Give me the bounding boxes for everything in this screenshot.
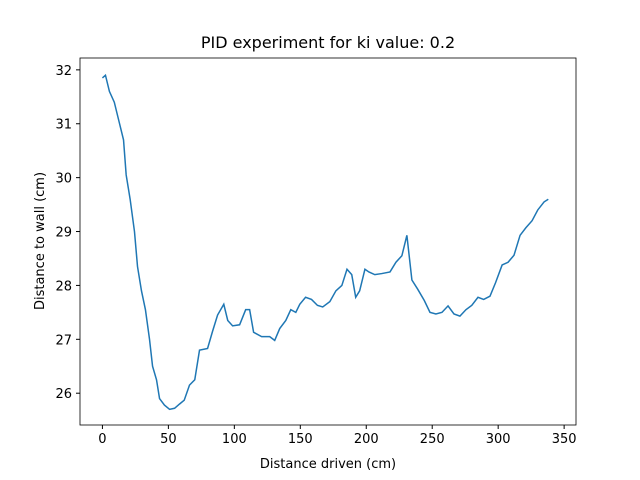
x-tick-label: 150 — [288, 432, 313, 447]
y-tick-label: 30 — [55, 172, 72, 187]
x-tick-label: 250 — [420, 432, 445, 447]
x-tick-label: 200 — [354, 432, 379, 447]
y-tick-label: 29 — [55, 226, 72, 241]
y-tick-label: 32 — [55, 64, 72, 79]
line — [101, 73, 549, 411]
plot-frame — [79, 57, 577, 426]
x-axis-label: Distance driven (cm) — [260, 457, 396, 472]
y-tick-label: 31 — [55, 118, 72, 133]
chart-title: PID experiment for ki value: 0.2 — [201, 33, 455, 52]
y-tick-label: 28 — [55, 279, 72, 294]
y-tick-label: 27 — [55, 333, 72, 348]
x-tick-label: 300 — [486, 432, 511, 447]
x-tick-label: 0 — [98, 432, 106, 447]
y-tick-label: 26 — [55, 387, 72, 402]
y-axis-label: Distance to wall (cm) — [33, 172, 48, 310]
x-tick-label: 50 — [160, 432, 177, 447]
x-tick-label: 100 — [222, 432, 247, 447]
x-tick-label: 350 — [552, 432, 577, 447]
